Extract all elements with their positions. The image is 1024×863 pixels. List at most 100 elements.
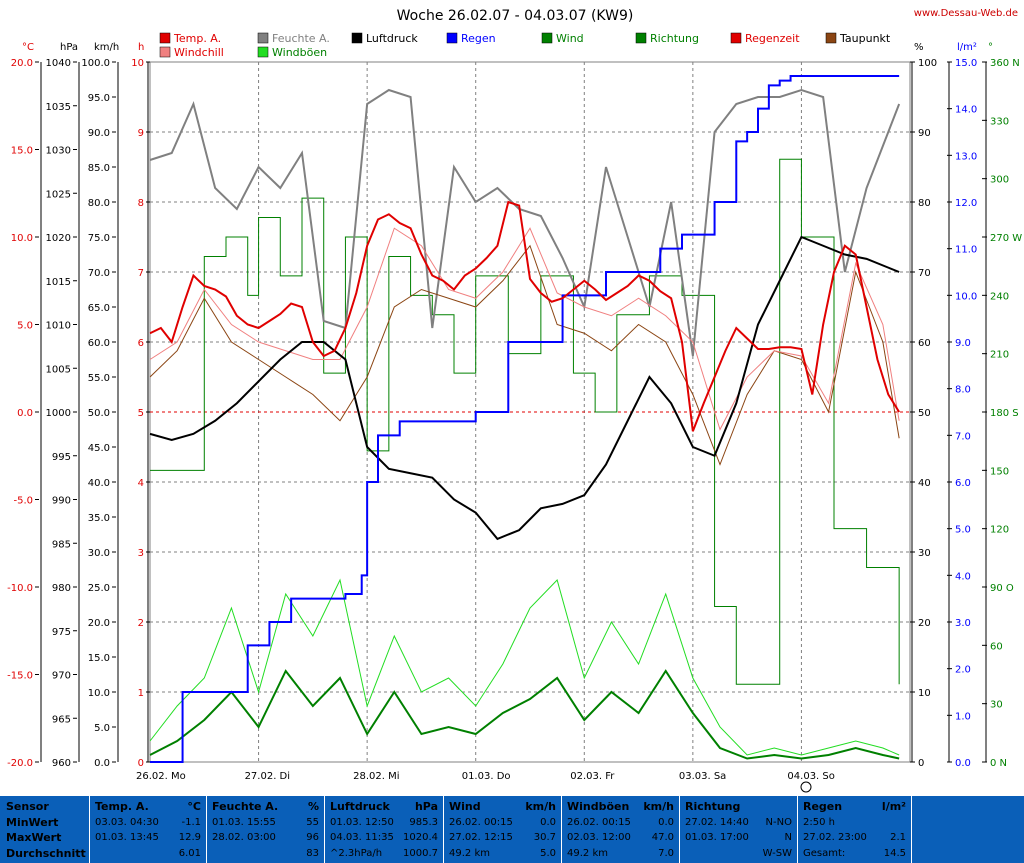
table-cell-value: 5.0	[540, 848, 556, 859]
rain-tick-label: 9.0	[955, 338, 971, 349]
rain-tick-label: 6.0	[955, 478, 971, 489]
rain-tick-label: 0.0	[955, 758, 971, 769]
table-cell-value: 7.0	[658, 848, 674, 859]
stats-table: Sensor MinWert MaxWert Durchschnitt Temp. A.…	[0, 796, 1024, 863]
series-windb-en	[149, 578, 900, 756]
rain-tick-label: 2.0	[955, 665, 971, 676]
table-cell-value: 985.3	[409, 817, 438, 828]
day-label: 01.03. Do	[462, 771, 511, 782]
legend-swatch	[159, 32, 171, 44]
legend-label: Taupunkt	[839, 32, 891, 45]
weather-chart: 20.015.010.05.00.0-5.0-10.0-15.0-20.0104…	[7, 8, 1022, 793]
legend-swatch	[159, 46, 171, 58]
axis-unit-label: °C	[22, 42, 34, 53]
rain-tick-label: 1.0	[955, 711, 971, 722]
legend-swatch	[257, 32, 269, 44]
rain-tick-label: 3.0	[955, 618, 971, 629]
table-column-head: Richtung	[685, 800, 741, 813]
legend-swatch	[730, 32, 742, 44]
table-cell-value: N-NO	[765, 817, 792, 828]
table-column-head: Luftdruck	[330, 800, 390, 813]
wind-tick-label: 45.0	[88, 443, 110, 454]
legend-label: Temp. A.	[173, 32, 221, 45]
table-cell-value: 55	[306, 817, 319, 828]
legend-label: Feuchte A.	[272, 32, 330, 45]
temp-tick-label: -20.0	[7, 758, 33, 769]
legend-swatch	[635, 32, 647, 44]
direction-tick-label: 240	[990, 291, 1009, 302]
pressure-tick-label: 1025	[46, 189, 71, 200]
wind-tick-label: 90.0	[88, 128, 110, 139]
wind-tick-label: 40.0	[88, 478, 110, 489]
legend-swatch	[825, 32, 837, 44]
table-cell-date: 26.02. 00:15	[567, 817, 631, 828]
axis-unit-label: hPa	[60, 42, 78, 53]
legend-swatch	[446, 32, 458, 44]
wind-tick-label: 80.0	[88, 198, 110, 209]
humidity-tick-label: 40	[918, 478, 931, 489]
table-cell-value: 12.9	[178, 832, 201, 843]
hours-tick-label: 9	[138, 128, 144, 139]
table-column-head: Feuchte A.	[212, 800, 279, 813]
table-cell-value: N	[784, 832, 792, 843]
table-cell-value: 1000.7	[403, 848, 438, 859]
humidity-tick-label: 100	[918, 58, 937, 69]
direction-tick-label: 30	[990, 700, 1003, 711]
rain-tick-label: 15.0	[955, 58, 977, 69]
legend-label: Windchill	[174, 46, 224, 59]
temp-tick-label: 15.0	[11, 146, 33, 157]
table-cell-date: 27.02. 12:15	[449, 832, 513, 843]
table-column-unit: %	[307, 800, 319, 813]
wind-tick-label: 10.0	[88, 688, 110, 699]
table-separator	[443, 796, 444, 863]
table-separator	[206, 796, 207, 863]
day-label: 03.03. Sa	[679, 771, 726, 782]
axes: 20.015.010.05.00.0-5.0-10.0-15.0-20.0104…	[7, 42, 1022, 782]
table-row-label: MaxWert	[6, 831, 62, 844]
table-row-label: Durchschnitt	[6, 847, 86, 860]
direction-tick-label: 120	[990, 525, 1009, 536]
pressure-tick-label: 1030	[46, 146, 71, 157]
table-cell-date: ^2.3hPa/h	[330, 848, 383, 859]
wind-tick-label: 35.0	[88, 513, 110, 524]
hours-tick-label: 3	[138, 548, 144, 559]
series-luftdruck	[149, 235, 900, 541]
table-cell-value: 2.1	[890, 832, 906, 843]
legend-label: Windböen	[272, 46, 327, 59]
rain-tick-label: 8.0	[955, 385, 971, 396]
wind-tick-label: 100.0	[81, 58, 110, 69]
axis-unit-label: km/h	[94, 42, 119, 53]
temp-tick-label: -5.0	[13, 496, 33, 507]
pressure-tick-label: 985	[52, 539, 71, 550]
legend-swatch	[541, 32, 553, 44]
legend-label: Richtung	[650, 32, 699, 45]
hours-tick-label: 5	[138, 408, 144, 419]
table-cell-value: 0.0	[540, 817, 556, 828]
table-cell-date: 28.02. 03:00	[212, 832, 276, 843]
table-row-label: Sensor	[6, 800, 49, 813]
pressure-tick-label: 980	[52, 583, 71, 594]
axis-unit-label: %	[914, 42, 924, 53]
table-column-unit: l/m²	[881, 800, 906, 813]
table-cell-value: W-SW	[762, 848, 792, 859]
table-column-unit: km/h	[643, 800, 674, 813]
table-cell-value: 1020.4	[403, 832, 438, 843]
direction-tick-label: 330	[990, 116, 1009, 127]
rain-tick-label: 11.0	[955, 245, 977, 256]
pressure-tick-label: 1015	[46, 277, 71, 288]
day-label: 26.02. Mo	[136, 771, 186, 782]
humidity-tick-label: 0	[918, 758, 924, 769]
table-cell-date: 2:50 h	[803, 817, 835, 828]
rain-tick-label: 12.0	[955, 198, 977, 209]
direction-tick-label: 210	[990, 350, 1009, 361]
day-label: 02.03. Fr	[570, 771, 615, 782]
temp-tick-label: -10.0	[7, 583, 33, 594]
table-cell-date: 04.03. 11:35	[330, 832, 394, 843]
temp-tick-label: 10.0	[11, 233, 33, 244]
table-column-head: Windböen	[567, 800, 630, 813]
hours-tick-label: 0	[138, 758, 144, 769]
direction-tick-label: 150	[990, 466, 1009, 477]
table-cell-value: 47.0	[651, 832, 674, 843]
table-cell-value: 83	[306, 848, 319, 859]
